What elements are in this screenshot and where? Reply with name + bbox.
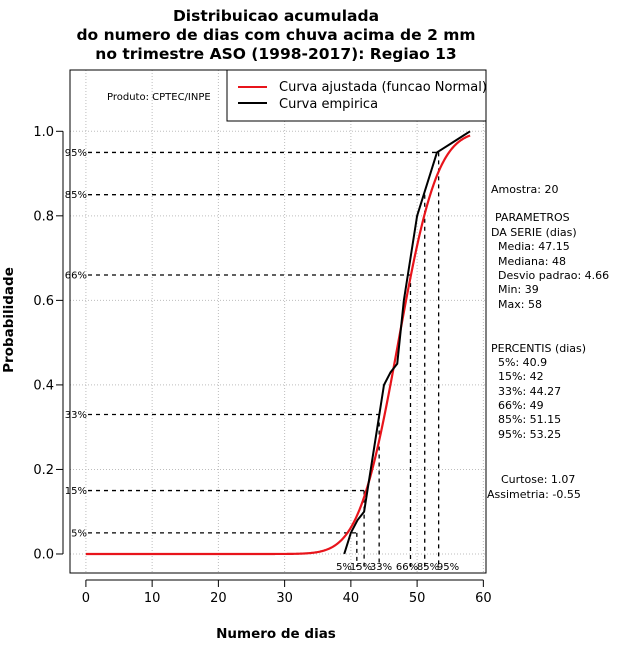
param-mean: Media: 47.15 — [498, 240, 570, 253]
y-tick-label-1: 1.0 — [33, 125, 54, 140]
curves — [85, 130, 471, 556]
param-median: Mediana: 48 — [498, 255, 566, 268]
kurtosis: Curtose: 1.07 — [501, 473, 575, 486]
plot-frame — [69, 69, 487, 574]
params-title-1: PARAMETROS — [495, 211, 570, 224]
percentiles-title: PERCENTIS (dias) — [491, 342, 586, 355]
percentile-y-label-95%: 95% — [65, 148, 87, 159]
producer-label: Produto: CPTEC/INPE — [107, 92, 211, 103]
chart-title-line-3: no trimestre ASO (1998-2017): Regiao 13 — [95, 45, 456, 63]
y-tick-label-0: 0.0 — [33, 547, 54, 562]
percentile-y-label-5%: 5% — [71, 528, 87, 539]
params-title-2: DA SERIE (dias) — [491, 226, 577, 239]
percentile-85: 85%: 51.15 — [498, 413, 561, 426]
normal-fit-curve — [85, 134, 471, 556]
y-axis-label: Probabilidade — [1, 267, 17, 373]
legend-label-empirical: Curva empirica — [279, 97, 378, 112]
percentile-95: 95%: 53.25 — [498, 428, 561, 441]
y-tick-label-0.8: 0.8 — [33, 209, 54, 224]
y-tick-label-0.4: 0.4 — [33, 378, 54, 393]
chart-title-line-1: Distribuicao acumulada — [173, 7, 379, 25]
legend-box — [226, 69, 487, 122]
statistics-panel: Amostra: 20 PARAMETROS DA SERIE (dias) M… — [487, 183, 609, 501]
percentile-y-label-33%: 33% — [65, 410, 87, 421]
empirical-curve — [343, 130, 471, 555]
percentile-x-label-5%: 5% — [336, 562, 352, 573]
percentile-33: 33%: 44.27 — [498, 385, 561, 398]
percentile-15: 15%: 42 — [498, 370, 544, 383]
x-tick-label-20: 20 — [210, 591, 227, 606]
grid — [70, 70, 486, 573]
x-tick-label-60: 60 — [475, 591, 492, 606]
percentile-y-label-15%: 15% — [65, 486, 87, 497]
param-max: Max: 58 — [498, 298, 542, 311]
percentile-5: 5%: 40.9 — [498, 356, 547, 369]
x-tick-label-30: 30 — [276, 591, 293, 606]
percentile-guides: 5%15%33%66%85%95%5%15%33% 66%85%95% — [65, 148, 459, 573]
percentile-y-label-85%: 85% — [65, 190, 87, 201]
chart-title-line-2: do numero de dias com chuva acima de 2 m… — [76, 26, 475, 44]
y-tick-label-0.2: 0.2 — [33, 463, 54, 478]
percentile-x-label-66%: 66% — [396, 562, 418, 573]
x-tick-label-40: 40 — [343, 591, 360, 606]
skewness: Assimetria: -0.55 — [487, 488, 581, 501]
percentile-x-label-85%: 85% — [417, 562, 439, 573]
y-tick-label-0.6: 0.6 — [33, 294, 54, 309]
param-sd: Desvio padrao: 4.66 — [498, 269, 609, 282]
percentile-x-label-95%: 95% — [437, 562, 459, 573]
param-min: Min: 39 — [498, 283, 539, 296]
percentile-y-label-66%: 66% — [65, 271, 87, 282]
x-tick-label-50: 50 — [409, 591, 426, 606]
x-axis-label: Numero de dias — [216, 626, 336, 642]
percentile-x-label-33%: 33% — [370, 562, 392, 573]
percentile-x-label-15%: 15% — [350, 562, 372, 573]
x-tick-label-0: 0 — [82, 591, 90, 606]
axes: 0 10 20 30 40 50 60 0.0 0.2 0.4 0.6 0.8 1.0 — [33, 125, 491, 606]
sample-size: Amostra: 20 — [491, 183, 558, 196]
x-tick-label-10: 10 — [144, 591, 161, 606]
legend-label-normal: Curva ajustada (funcao Normal) — [279, 80, 487, 95]
legend: Curva ajustada (funcao Normal) Curva emp… — [226, 69, 487, 122]
percentile-66: 66%: 49 — [498, 399, 544, 412]
